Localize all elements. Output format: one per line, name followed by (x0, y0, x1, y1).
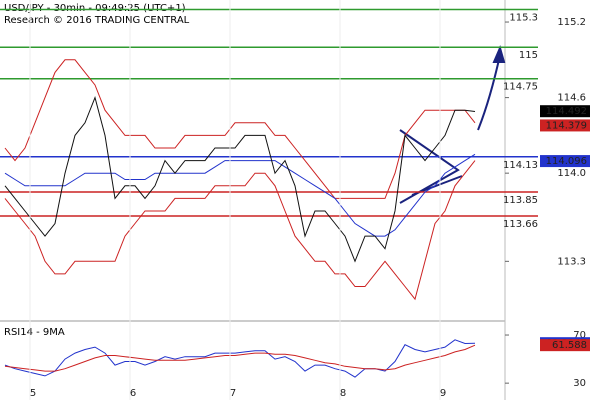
level-label: 113.66 (503, 219, 538, 230)
price-tag (540, 105, 590, 118)
chart-subtitle: Research © 2016 TRADING CENTRAL (4, 15, 190, 26)
arrow-head (492, 45, 506, 63)
price-tag-label: 114.096 (546, 156, 587, 167)
forecast-arrow (477, 54, 501, 131)
price-tag-label: 114.379 (546, 120, 587, 131)
series-line (4, 59, 476, 199)
level-label: 113.85 (503, 195, 538, 206)
x-tick-label: 6 (130, 388, 136, 399)
price-tag-label: 61.588 (552, 340, 587, 351)
price-tag (540, 155, 590, 168)
x-tick-label: 7 (230, 388, 236, 399)
rsi-title: RSI14 - 9MA (4, 327, 65, 338)
x-tick-label: 8 (340, 388, 346, 399)
series-line (4, 339, 476, 378)
series-line (4, 96, 476, 263)
y-tick-label: 70 (573, 330, 586, 341)
series-line (4, 153, 476, 237)
price-tag (540, 339, 590, 352)
series-line (4, 160, 476, 301)
y-tick-label: 115.2 (557, 17, 586, 28)
level-label: 114.75 (503, 82, 538, 93)
y-tick-label: 113.3 (557, 256, 586, 267)
level-label: 115.3 (509, 12, 538, 23)
price-tag-label: 114.492 (546, 106, 587, 117)
chart-title: USD/JPY - 30min - 09:49:25 (UTC+1) (4, 3, 186, 14)
y-tick-label: 30 (573, 378, 586, 389)
y-tick-label: 114.6 (557, 93, 586, 104)
level-label: 114.13 (503, 160, 538, 171)
x-tick-label: 5 (30, 388, 36, 399)
x-tick-label: 9 (440, 388, 446, 399)
price-tag (540, 119, 590, 132)
level-label: 115 (519, 50, 538, 61)
series-line (4, 344, 476, 372)
y-tick-label: 114.0 (557, 168, 586, 179)
